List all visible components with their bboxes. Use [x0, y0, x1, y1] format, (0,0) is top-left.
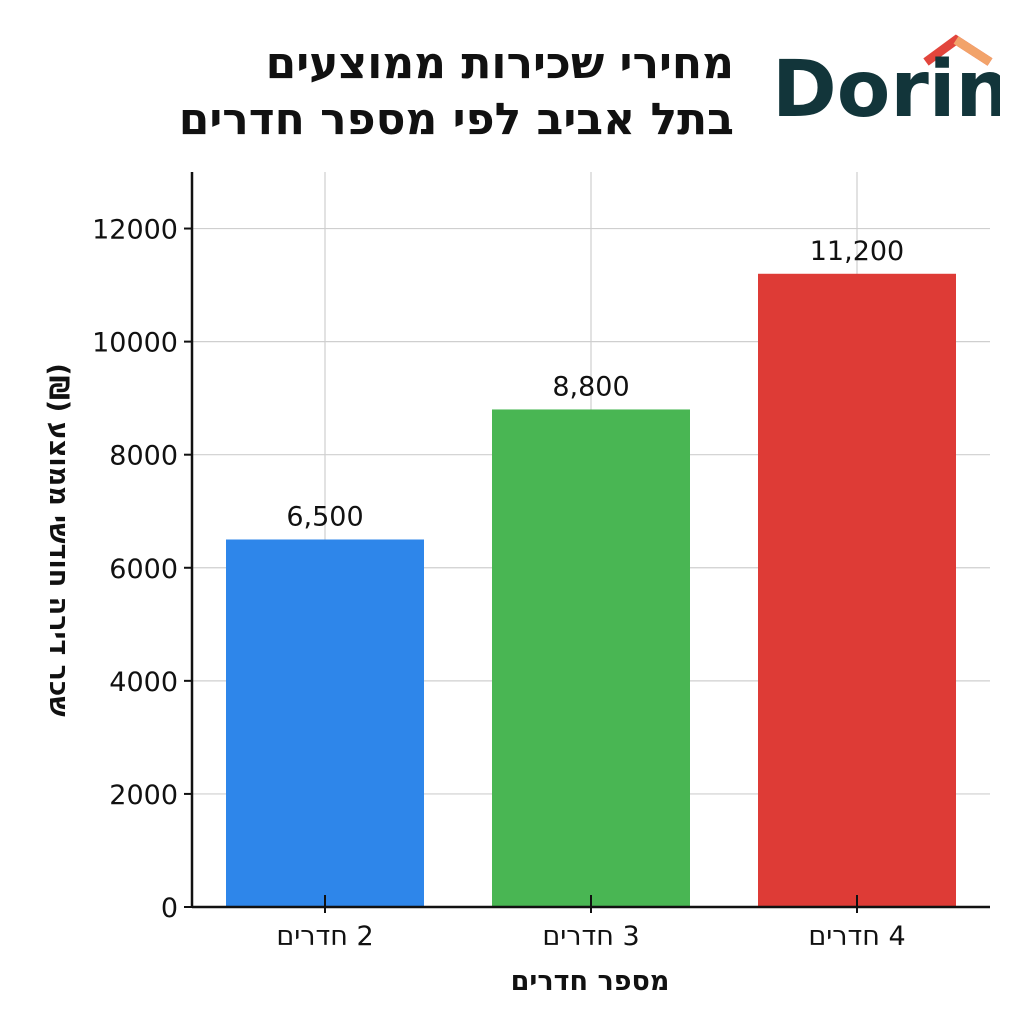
x-tick-labels: 2 חדרים 3 חדרים 4 חדרים	[276, 921, 905, 952]
dorin-logo: Dorin	[772, 34, 1000, 130]
chart-title: מחירי שכירות ממוצעים בתל אביב לפי מספר ח…	[94, 36, 734, 148]
y-tick-label: 10000	[92, 328, 178, 359]
logo-text: Dorin	[772, 45, 1000, 130]
bar-value-label: 8,800	[552, 371, 629, 402]
logo-roof-accent	[953, 36, 993, 66]
bars	[226, 273, 956, 907]
y-tick-labels: 0 2000 4000 6000 8000 10000 12000	[92, 215, 178, 924]
bar	[492, 409, 690, 907]
bar	[758, 273, 956, 907]
bar-value-label: 6,500	[286, 502, 363, 533]
title-line-2: בתל אביב לפי מספר חדרים	[178, 94, 734, 145]
x-tick-label: 3 חדרים	[542, 921, 639, 952]
y-tick-label: 4000	[109, 667, 178, 698]
x-tick-label: 4 חדרים	[808, 921, 905, 952]
x-tick-label: 2 חדרים	[276, 921, 373, 952]
y-tick-label: 2000	[109, 780, 178, 811]
y-axis-label: שכר דירה חודשי ממוצע (₪)	[43, 363, 74, 717]
bar	[226, 539, 424, 907]
y-tick-label: 0	[161, 893, 178, 924]
axes	[184, 172, 990, 913]
bar-value-label: 11,200	[810, 236, 904, 267]
x-axis-label: מספר חדרים	[511, 966, 670, 997]
y-tick-label: 6000	[109, 554, 178, 585]
title-line-1: מחירי שכירות ממוצעים	[265, 38, 734, 89]
y-tick-label: 12000	[92, 215, 178, 246]
y-tick-label: 8000	[109, 441, 178, 472]
value-labels: 6,500 8,800 11,200	[286, 236, 904, 533]
